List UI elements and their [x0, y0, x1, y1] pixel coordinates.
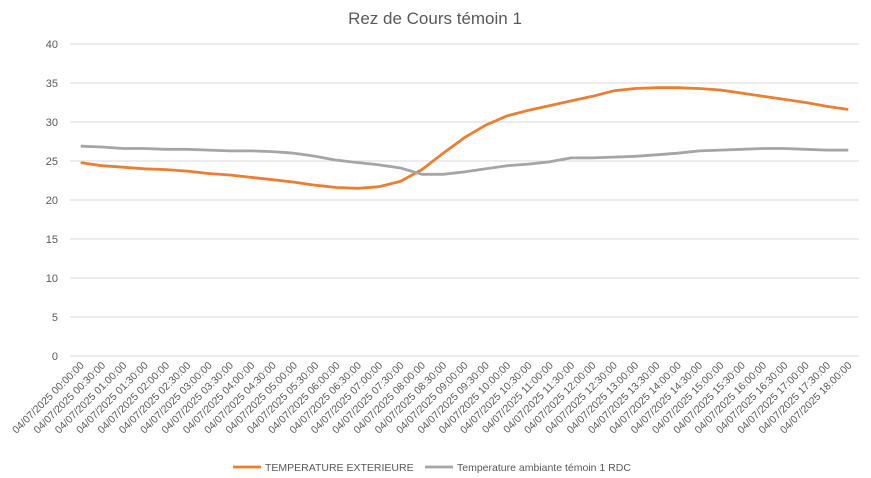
y-tick-label: 35	[46, 78, 58, 90]
y-tick-label: 30	[46, 117, 58, 129]
line-series	[80, 144, 849, 176]
y-tick-label: 15	[46, 234, 58, 246]
y-tick-label: 40	[46, 39, 58, 51]
y-tick-label: 0	[52, 351, 58, 363]
y-tick-label: 25	[46, 156, 58, 168]
y-tick-label: 5	[52, 312, 58, 324]
y-tick-label: 10	[46, 273, 58, 285]
chart-title: Rez de Cours témoin 1	[348, 9, 522, 28]
y-tick-label: 20	[46, 195, 58, 207]
legend-label: TEMPERATURE EXTERIEURE	[265, 462, 414, 474]
legend-label: Temperature ambiante témoin 1 RDC	[457, 462, 631, 474]
line-series	[80, 86, 849, 190]
